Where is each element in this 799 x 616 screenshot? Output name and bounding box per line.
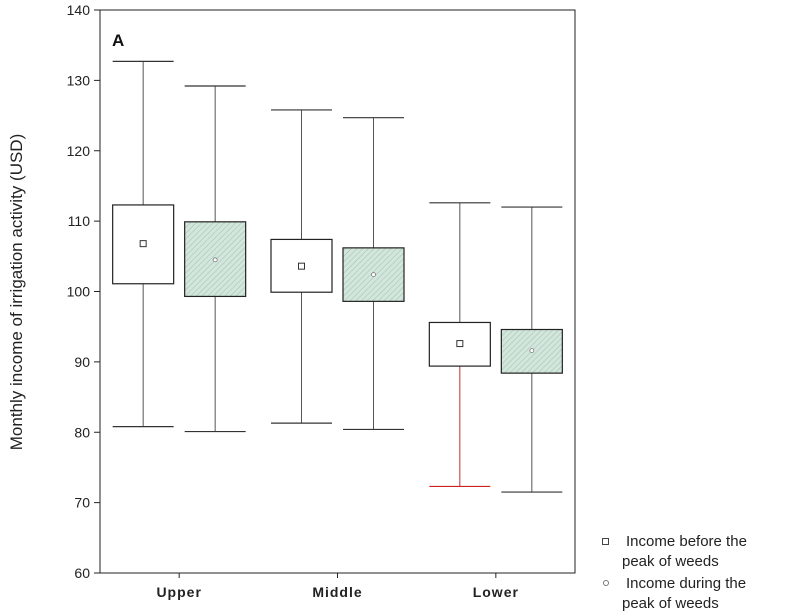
box-lower-during — [500, 206, 563, 493]
y-tick-label: 110 — [68, 213, 91, 229]
y-tick-label: 60 — [74, 565, 90, 581]
plot-frame — [99, 9, 576, 574]
box-middle-before — [270, 109, 333, 424]
y-tick-label: 140 — [67, 2, 91, 18]
circle-marker-icon — [603, 580, 609, 586]
center-marker — [529, 348, 535, 354]
center-marker — [371, 272, 376, 278]
y-tick-label: 90 — [74, 354, 90, 370]
center-marker — [298, 262, 305, 270]
y-axis: 60 70 80 90 100 110 120 130 140 — [67, 2, 100, 581]
legend-label-during-line1: Income during the — [626, 575, 747, 592]
y-tick-label: 100 — [67, 284, 91, 300]
y-tick-label: 70 — [74, 495, 90, 511]
y-tick-label: 120 — [67, 143, 91, 159]
y-tick-label: 80 — [74, 424, 90, 440]
box-upper-before — [112, 60, 175, 428]
x-axis: Upper Middle Lower — [156, 573, 519, 600]
center-marker — [139, 240, 147, 248]
y-tick-label: 130 — [67, 72, 91, 88]
center-marker — [212, 257, 218, 263]
box-lower-before — [428, 202, 491, 488]
center-marker — [456, 340, 464, 348]
box-group — [112, 60, 563, 493]
square-marker-icon — [602, 538, 609, 545]
legend-label-before-line2: peak of weeds — [622, 553, 719, 570]
box-body — [342, 247, 405, 302]
legend-item-before: Income before the peak of weeds — [598, 532, 798, 572]
box-middle-during — [342, 117, 405, 431]
panel-label: A — [112, 31, 124, 50]
y-axis-title: Monthly income of irrigation activity (U… — [7, 134, 26, 450]
box-upper-during — [184, 85, 247, 433]
x-tick-label: Lower — [473, 584, 519, 600]
legend-item-during: Income during the peak of weeds — [598, 574, 798, 614]
x-tick-label: Middle — [312, 584, 362, 600]
box-body — [270, 238, 333, 293]
legend-label-during-line2: peak of weeds — [622, 595, 719, 612]
legend: Income before the peak of weeds Income d… — [598, 532, 798, 616]
x-tick-label: Upper — [156, 584, 201, 600]
legend-label-before-line1: Income before the — [626, 533, 747, 550]
